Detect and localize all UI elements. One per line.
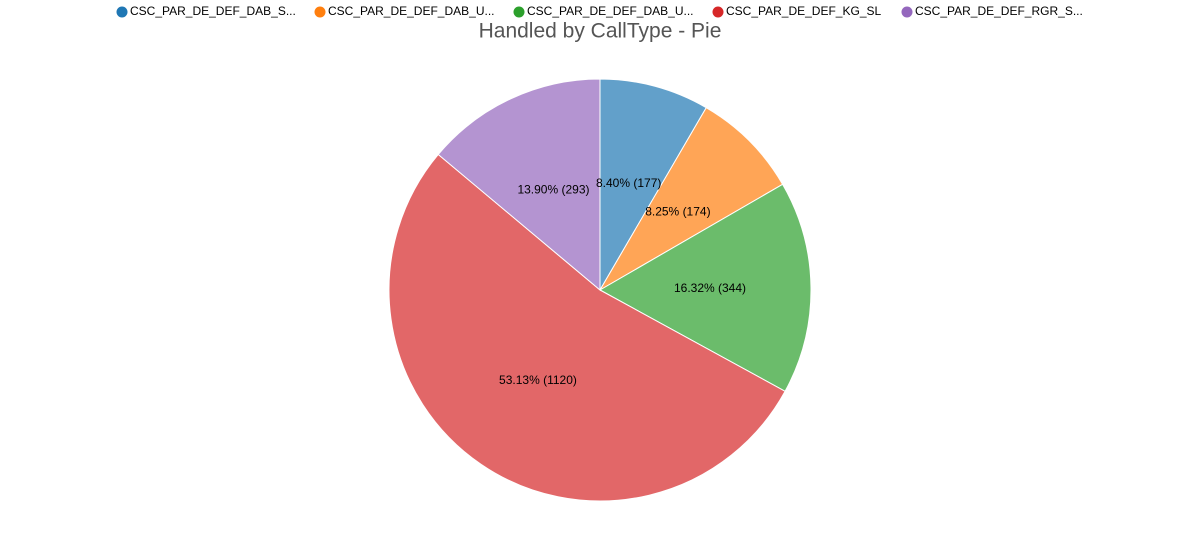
slice-label: 8.40% (177) bbox=[596, 176, 661, 190]
legend-label: CSC_PAR_DE_DEF_DAB_U... bbox=[328, 4, 495, 18]
legend-marker bbox=[513, 6, 525, 18]
legend-marker bbox=[116, 6, 128, 18]
pie-slice bbox=[599, 78, 707, 292]
pie-slice bbox=[437, 78, 601, 292]
legend-marker bbox=[314, 6, 326, 18]
pie-slice bbox=[598, 107, 784, 292]
legend-label: CSC_PAR_DE_DEF_DAB_U... bbox=[527, 4, 694, 18]
pie-slice bbox=[598, 183, 812, 392]
legend-marker bbox=[712, 6, 724, 18]
slice-label: 53.13% (1120) bbox=[499, 373, 577, 387]
legend-label: CSC_PAR_DE_DEF_RGR_S... bbox=[915, 4, 1083, 18]
slice-label: 13.90% (293) bbox=[517, 182, 589, 196]
chart-title: Handled by CallType - Pie bbox=[479, 20, 722, 43]
slice-label: 8.25% (174) bbox=[645, 205, 710, 219]
legend-label: CSC_PAR_DE_DEF_DAB_S... bbox=[130, 4, 296, 18]
legend-marker bbox=[901, 6, 913, 18]
slice-label: 16.32% (344) bbox=[674, 281, 746, 295]
pie-slice bbox=[388, 153, 786, 502]
legend-label: CSC_PAR_DE_DEF_KG_SL bbox=[726, 4, 882, 18]
